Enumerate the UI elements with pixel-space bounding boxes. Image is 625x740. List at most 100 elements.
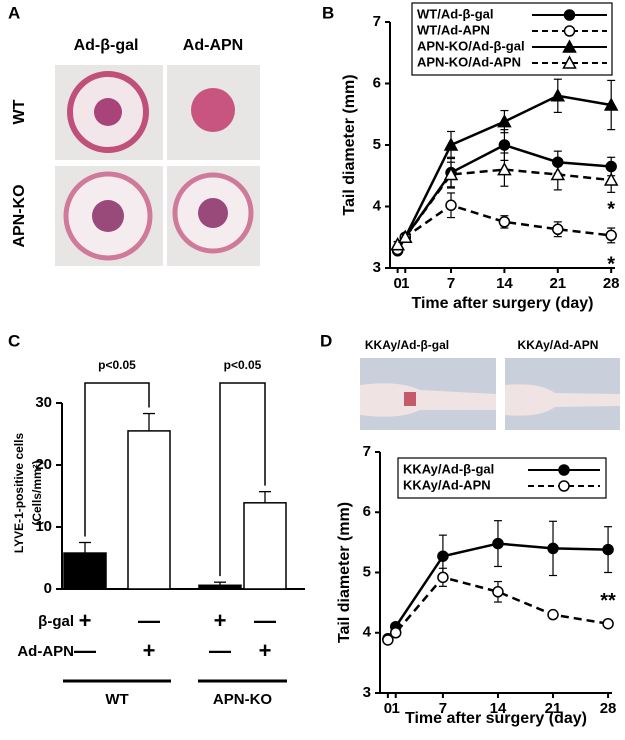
marker [492, 537, 504, 550]
y-tick-label: 7 [363, 443, 371, 460]
x-tick-label: 0 [393, 275, 401, 292]
y-tick-label: 4 [373, 197, 382, 214]
legend-label: KKAy/Ad-β-gal [403, 461, 494, 476]
legend-label: APN-KO/Ad-APN [417, 54, 521, 69]
marker [437, 571, 449, 584]
table-cell: + [259, 638, 272, 663]
annotation: * [607, 254, 615, 276]
y-axis-title: (Cells/mm²) [30, 460, 44, 525]
x-axis-title: Time after surgery (day) [412, 295, 594, 312]
significance-bracket [219, 382, 266, 577]
photo-label: KKAy/Ad-APN [518, 338, 599, 352]
x-tick-label: 14 [496, 275, 513, 292]
marker [382, 634, 394, 646]
marker [498, 216, 511, 228]
section-core [198, 198, 228, 228]
row-label: Ad-APN [17, 643, 74, 660]
x-tick-label: 21 [545, 700, 562, 717]
marker [492, 586, 504, 598]
section [191, 88, 235, 132]
tail [505, 384, 620, 416]
marker [443, 137, 459, 151]
bar [127, 430, 171, 590]
panel-label: C [8, 331, 20, 350]
legend-label: APN-KO/Ad-β-gal [417, 38, 525, 53]
x-tick-label: 28 [600, 700, 617, 717]
marker [550, 166, 566, 181]
y-tick-label: 5 [363, 563, 371, 580]
table-cell: + [79, 608, 92, 633]
panel-a-images [55, 65, 260, 266]
marker [397, 229, 413, 243]
group-label: APN-KO [213, 691, 272, 708]
marker [602, 543, 614, 556]
x-tick-label: 0 [384, 700, 392, 717]
y-tick-label: 10 [35, 518, 52, 535]
marker [443, 166, 459, 181]
table-cell: + [143, 638, 156, 663]
table-cell: — [254, 608, 276, 633]
marker [547, 542, 559, 555]
significance-label: p<0.05 [224, 358, 262, 372]
marker [547, 608, 559, 621]
marker [562, 39, 577, 53]
annotation: ** [600, 590, 616, 612]
y-tick-label: 6 [363, 503, 371, 520]
marker [437, 550, 449, 562]
marker [563, 25, 576, 37]
bar [63, 552, 107, 590]
marker [498, 139, 511, 151]
y-tick-label: 20 [35, 456, 52, 473]
legend-box [397, 457, 607, 499]
marker [497, 162, 512, 176]
y-axis-title: Tail diameter (mm) [341, 74, 358, 215]
marker [603, 172, 619, 186]
y-tick-label: 6 [373, 74, 381, 91]
table-cell: — [209, 638, 231, 663]
y-tick-label: 3 [363, 684, 371, 701]
panel-label: B [322, 3, 334, 22]
y-axis-title: LYVE-1-positive cells [12, 433, 26, 554]
y-tick-label: 4 [363, 624, 372, 641]
x-tick-label: 21 [549, 275, 566, 292]
legend-label: WT/Ad-β-gal [417, 6, 494, 21]
column-label: Ad-APN [183, 37, 243, 54]
tail [360, 383, 496, 417]
marker [550, 88, 566, 102]
y-tick-label: 0 [44, 580, 52, 597]
marker [562, 55, 577, 69]
marker [390, 237, 405, 251]
panel-d-images [360, 358, 620, 430]
row-label: APN-KO [11, 184, 28, 247]
bar [243, 502, 287, 590]
lesion [404, 392, 416, 406]
x-tick-label: 7 [439, 700, 447, 717]
x-tick-label: 1 [401, 275, 409, 292]
x-axis-title: Time after surgery (day) [405, 710, 587, 727]
significance-bracket [84, 382, 150, 537]
series-line [387, 575, 609, 641]
x-tick-label: 7 [447, 275, 455, 292]
marker [552, 223, 564, 236]
marker [558, 480, 570, 492]
marker [497, 114, 512, 128]
significance-label: p<0.05 [98, 358, 136, 372]
legend-label: WT/Ad-APN [417, 22, 490, 37]
marker [389, 627, 402, 639]
marker [602, 617, 614, 630]
annotation: * [607, 198, 615, 220]
panel-label: A [8, 3, 20, 22]
x-tick-label: 28 [603, 275, 620, 292]
marker [445, 199, 457, 212]
table-cell: — [138, 608, 160, 633]
marker [563, 9, 576, 21]
x-tick-label: 14 [490, 700, 507, 717]
y-tick-label: 7 [373, 13, 381, 30]
x-tick-label: 1 [392, 700, 400, 717]
y-tick-label: 3 [373, 259, 381, 276]
legend-label: KKAy/Ad-APN [403, 477, 491, 492]
row-label: WT [11, 99, 28, 124]
section-core [94, 98, 122, 126]
group-label: WT [105, 691, 128, 708]
